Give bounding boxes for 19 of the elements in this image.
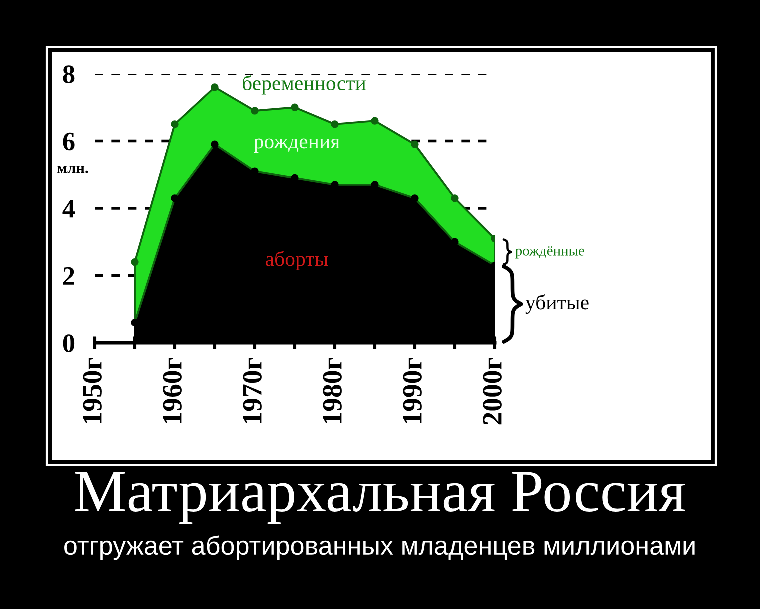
y-tick-label: 2 bbox=[63, 267, 74, 285]
x-tick-label: 1950г bbox=[83, 358, 102, 424]
y-tick-label: 6 bbox=[63, 132, 75, 151]
text: Матриархальная Россия bbox=[75, 472, 686, 524]
series-label: рождения bbox=[254, 138, 340, 153]
x-tick-label: 1960г bbox=[163, 358, 182, 424]
x-tick-label: 1970г bbox=[243, 358, 262, 424]
text: убитые bbox=[526, 294, 589, 314]
y-axis-title: млн. bbox=[58, 166, 88, 174]
y-tick-label: 8 bbox=[63, 66, 75, 84]
annotation: беременности bbox=[242, 75, 366, 95]
x-tick-label: 1980г bbox=[323, 358, 342, 424]
text: рождённые bbox=[516, 246, 584, 259]
y-tick-label: 0 bbox=[63, 334, 75, 352]
text: отгружает абортированных младенцев миллионами bbox=[64, 536, 695, 560]
x-tick-label: 1990г bbox=[403, 358, 422, 424]
series-label: аборты bbox=[266, 251, 328, 270]
y-tick-label: 4 bbox=[62, 200, 76, 218]
x-tick-label: 2000г bbox=[483, 358, 502, 425]
